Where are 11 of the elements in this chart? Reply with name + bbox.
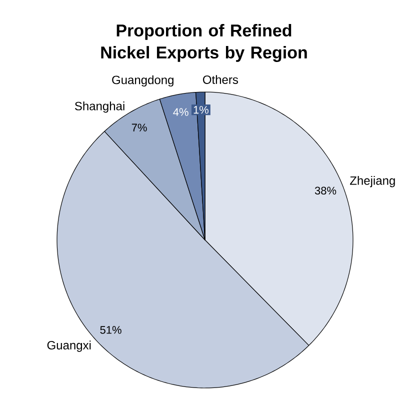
data-label: 7% bbox=[132, 124, 147, 132]
slice-label: Others bbox=[202, 75, 238, 84]
slice-label: Guangxi bbox=[47, 340, 91, 352]
chart-title: Proportion of Refined Nickel Exports by Region bbox=[101, 24, 307, 62]
slice-label: Guangdong bbox=[112, 75, 174, 87]
data-label: 4% bbox=[173, 108, 188, 116]
slice-label: Zhejiang bbox=[350, 176, 395, 188]
slice-label: Shanghai bbox=[74, 102, 124, 113]
data-label: 1% bbox=[194, 106, 208, 114]
data-label: 38% bbox=[314, 186, 336, 195]
data-label: 51% bbox=[100, 326, 122, 334]
